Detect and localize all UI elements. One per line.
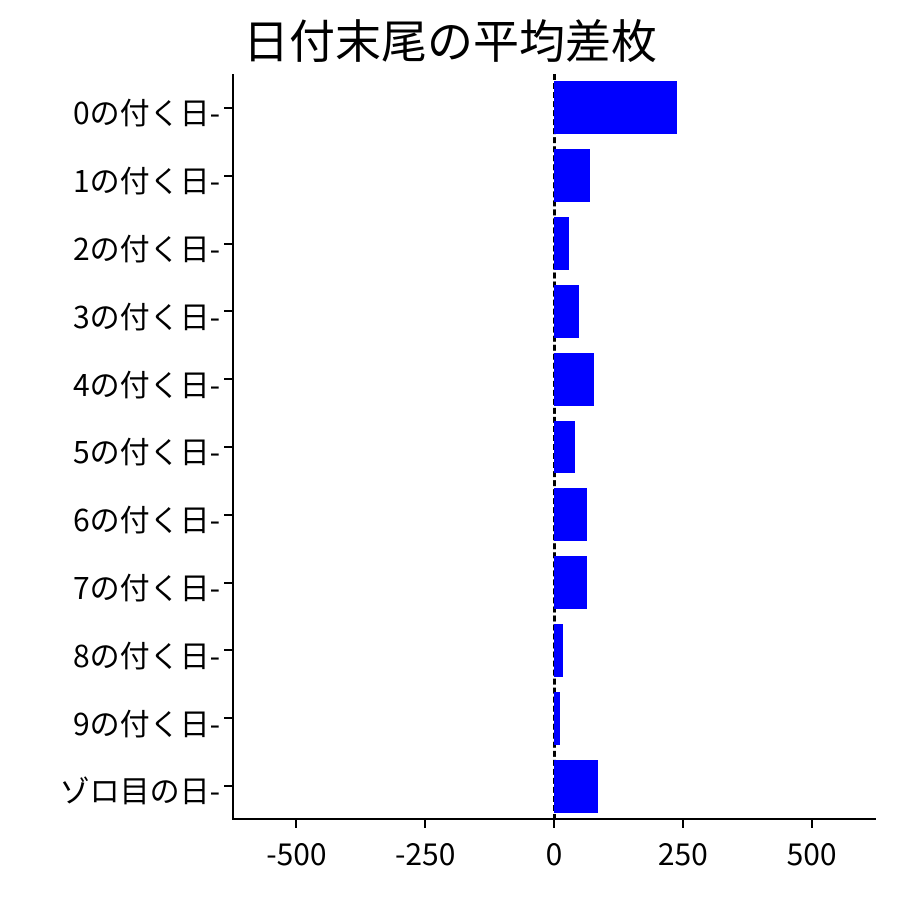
y-tick-label: 6の付く日- — [73, 496, 220, 540]
y-tick-label: 7の付く日- — [73, 564, 220, 608]
y-tick-label: ゾロ目の日- — [60, 767, 220, 811]
bar — [554, 217, 569, 270]
plot-area: -500-2500250500 — [232, 74, 876, 820]
y-tick-label: 1の付く日- — [73, 157, 220, 201]
y-tick — [224, 446, 232, 448]
y-tick — [224, 514, 232, 516]
x-tick — [811, 820, 813, 828]
y-tick-label: 8の付く日- — [73, 632, 220, 676]
y-tick — [224, 378, 232, 380]
y-tick-label: 2の付く日- — [73, 225, 220, 269]
chart-container: 日付末尾の平均差枚 -500-2500250500 0の付く日-1の付く日-2の… — [0, 0, 900, 900]
x-tick — [295, 820, 297, 828]
y-tick — [224, 785, 232, 787]
bar — [554, 353, 594, 406]
y-tick — [224, 310, 232, 312]
y-axis-line — [232, 74, 234, 820]
bar — [554, 81, 677, 134]
x-tick-label: -500 — [266, 830, 326, 874]
x-tick-label: 500 — [787, 830, 837, 874]
y-tick — [224, 717, 232, 719]
bar — [554, 285, 579, 338]
x-tick-label: 0 — [546, 830, 563, 874]
chart-title: 日付末尾の平均差枚 — [0, 6, 900, 72]
y-tick — [224, 649, 232, 651]
y-tick-label: 3の付く日- — [73, 293, 220, 337]
y-tick-label: 0の付く日- — [73, 89, 220, 133]
x-tick-label: 250 — [658, 830, 708, 874]
y-tick — [224, 582, 232, 584]
bar — [554, 624, 563, 677]
bar — [554, 149, 590, 202]
x-tick — [682, 820, 684, 828]
bar — [554, 692, 560, 745]
bar — [554, 760, 598, 813]
y-tick-label: 9の付く日- — [73, 700, 220, 744]
y-tick-label: 4の付く日- — [73, 361, 220, 405]
y-tick — [224, 175, 232, 177]
x-tick-label: -250 — [395, 830, 455, 874]
bar — [554, 488, 587, 541]
x-tick — [553, 820, 555, 828]
bar — [554, 556, 587, 609]
y-tick — [224, 107, 232, 109]
y-tick-label: 5の付く日- — [73, 428, 220, 472]
x-tick — [424, 820, 426, 828]
y-tick — [224, 243, 232, 245]
bar — [554, 421, 575, 474]
